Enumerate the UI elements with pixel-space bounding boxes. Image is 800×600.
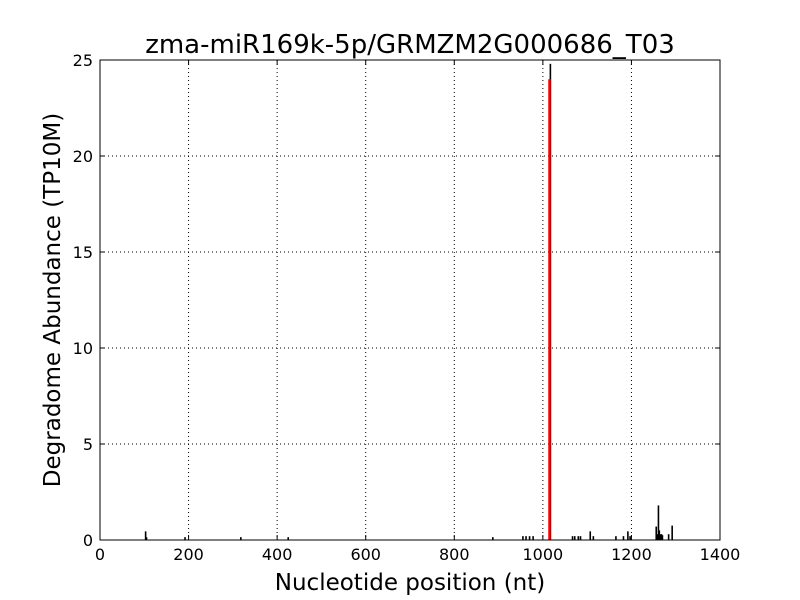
degradome-bar (240, 537, 242, 540)
degradome-bar (622, 536, 625, 540)
x-tick-label: 1000 (522, 545, 563, 564)
y-tick-label: 20 (73, 147, 93, 166)
degradome-bar (522, 536, 524, 540)
degradome-bar (532, 536, 534, 540)
plot-frame (99, 59, 721, 541)
x-tick-label: 1400 (700, 545, 741, 564)
x-tick-label: 0 (95, 545, 105, 564)
degradome-bar (577, 536, 580, 540)
degradome-bar (627, 531, 629, 540)
degradome-bar (658, 530, 661, 540)
degradome-bar (492, 537, 494, 540)
degradome-bar (145, 537, 148, 540)
degradome-bar (615, 536, 617, 540)
degradome-bar (671, 525, 673, 540)
degradome-bar (287, 537, 290, 540)
degradome-bar (571, 536, 574, 540)
degradome-bar (579, 536, 582, 540)
degradome-bar (629, 536, 631, 540)
x-tick-label: 600 (350, 545, 381, 564)
y-axis-label: Degradome Abundance (TP10M) (40, 113, 66, 487)
degradome-bar (592, 536, 595, 540)
degradome-bar (657, 505, 660, 540)
x-tick-label: 1200 (611, 545, 652, 564)
bars (144, 63, 673, 541)
degradome-bar (589, 531, 592, 540)
y-tick-label: 10 (73, 339, 93, 358)
y-tick-label: 5 (83, 435, 93, 454)
x-axis-label: Nucleotide position (nt) (275, 570, 545, 596)
target-bar (548, 79, 551, 540)
degradome-bar (655, 526, 658, 540)
degradome-bar (656, 534, 659, 540)
y-tick-label: 0 (83, 531, 93, 550)
axis-ticks: 0 200 400 600 800 1000 1200 1400 0 5 10 15 20 25 (73, 51, 741, 564)
grid-lines (100, 60, 720, 540)
degradome-bar (667, 534, 670, 540)
degradome-bar (661, 535, 664, 540)
y-tick-label: 25 (73, 51, 93, 70)
y-tick-label: 15 (73, 243, 93, 262)
degradome-bar (144, 531, 147, 540)
x-tick-label: 200 (173, 545, 204, 564)
x-tick-label: 800 (439, 545, 470, 564)
degradome-bar (660, 534, 663, 540)
degradome-bar (573, 536, 576, 540)
degradome-bar (525, 536, 527, 540)
degradome-bar (184, 537, 186, 540)
x-tick-label: 400 (262, 545, 293, 564)
degradome-bar (659, 534, 662, 540)
chart-title: zma-miR169k-5p/GRMZM2G000686_T03 (145, 30, 675, 60)
degradome-bar (528, 536, 531, 540)
